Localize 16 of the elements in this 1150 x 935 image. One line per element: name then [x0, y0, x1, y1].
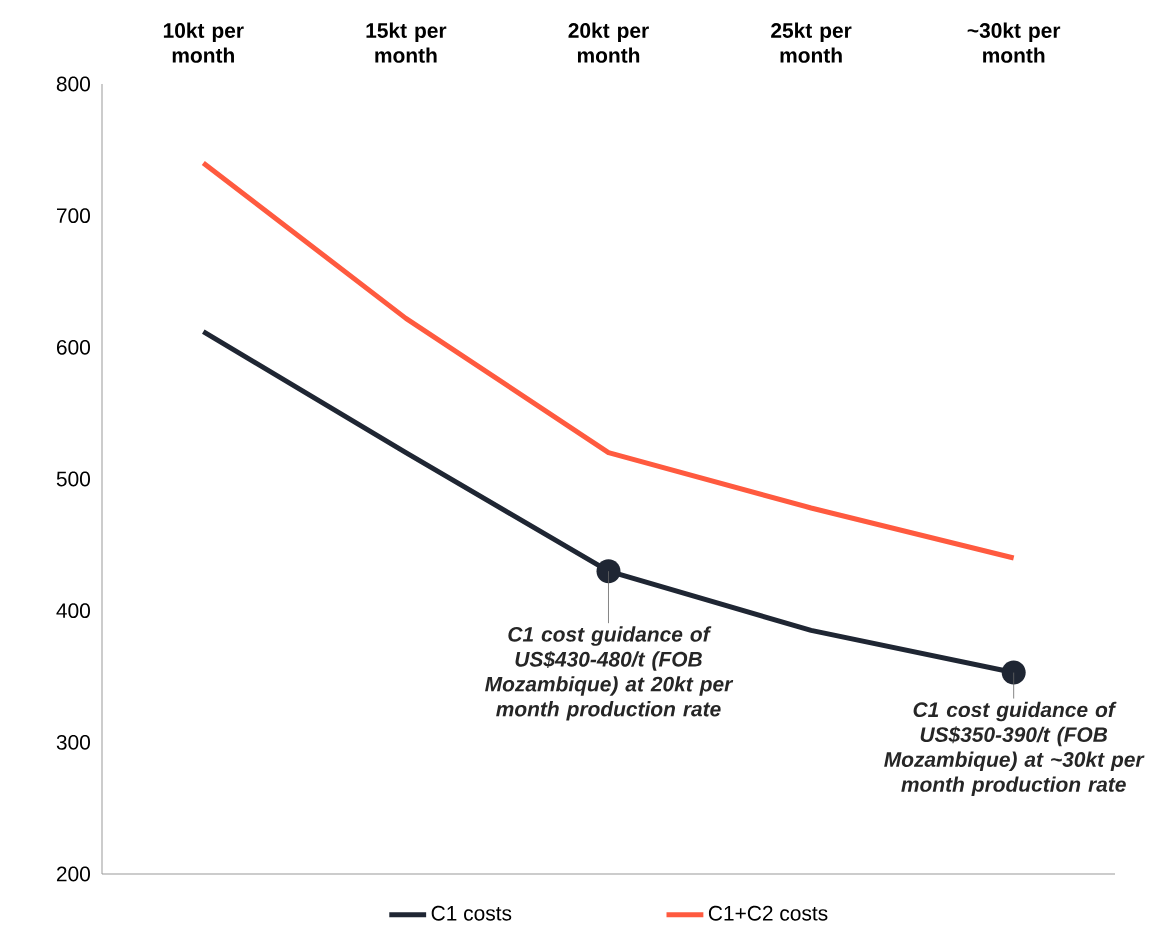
x-tick-label: 15kt per month [366, 22, 447, 63]
y-tick-label: 500 [56, 471, 90, 487]
y-tick-label: 400 [56, 603, 90, 619]
x-tick-label: ~30kt per month [967, 22, 1061, 63]
annotation: C1 cost guidance of US$350-390/t (FOB Mozambique) at ~30kt per month production rate [884, 701, 1145, 796]
x-tick-label: 10kt per month [163, 22, 244, 63]
legend-label: C1 costs [431, 905, 512, 921]
y-tick-label: 600 [56, 339, 90, 355]
y-tick-label: 200 [56, 866, 90, 882]
x-tick-label: 20kt per month [568, 22, 649, 63]
y-tick-label: 700 [57, 208, 90, 224]
annotation: C1 cost guidance of US$430-480/t (FOB Mozambique) at 20kt per month production rate [485, 626, 734, 721]
y-tick-label: 300 [56, 734, 90, 750]
y-tick-label: 800 [56, 76, 90, 92]
x-tick-label: 25kt per month [771, 22, 852, 63]
legend-label: C1+C2 costs [708, 905, 828, 921]
